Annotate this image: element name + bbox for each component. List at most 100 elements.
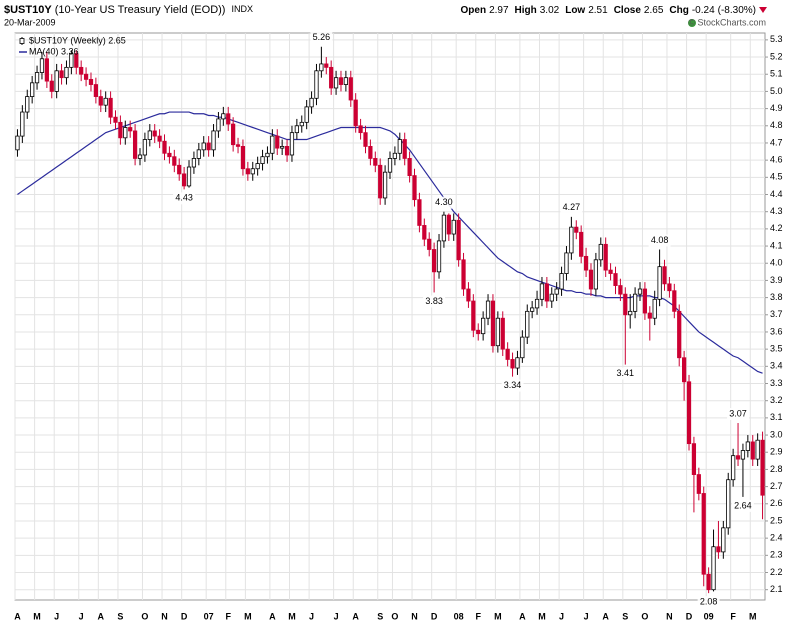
candle-body	[275, 135, 280, 149]
annotation: 4.08	[651, 235, 669, 245]
y-tick-label: 3.5	[770, 344, 783, 354]
candle-body	[142, 139, 148, 156]
candle-body	[716, 546, 721, 553]
quote: Open 2.97 High 3.02 Low 2.51 Close 2.65 Chg -0.24…	[461, 5, 757, 16]
x-tick-label: A	[519, 611, 526, 621]
candle-body	[505, 348, 510, 360]
candle-body	[265, 152, 270, 158]
annotation: 4.43	[175, 193, 193, 203]
x-tick-label: J	[54, 611, 59, 621]
x-tick-label: A	[352, 611, 359, 621]
candle-body	[289, 132, 295, 156]
candle-body	[186, 166, 192, 187]
x-tick-label: M	[244, 611, 252, 621]
candle-body	[103, 97, 108, 106]
candle-body	[34, 72, 40, 84]
candle-body	[525, 310, 530, 338]
annotation-box	[432, 196, 455, 209]
candle-body	[98, 96, 103, 106]
candle-body	[309, 97, 314, 108]
candle-body	[20, 111, 25, 137]
y-tick-label: 4.6	[770, 155, 783, 165]
candle-body	[387, 158, 393, 173]
annotation-box	[614, 367, 637, 380]
candle-body	[196, 149, 201, 159]
legend-swatch	[19, 38, 25, 44]
source: © StockCharts.com	[688, 17, 766, 27]
candle-body	[549, 293, 554, 302]
candle-body	[368, 145, 373, 159]
x-tick-label: J	[79, 611, 84, 621]
candle-body	[657, 266, 662, 300]
x-tick-label: S	[622, 611, 628, 621]
annotation-box	[648, 234, 671, 247]
candle-body	[422, 225, 427, 240]
candle-body	[711, 546, 716, 591]
quote-label: High	[515, 5, 537, 16]
y-tick-label: 2.3	[770, 550, 783, 560]
candle-body	[329, 66, 334, 89]
candle-body	[628, 310, 633, 316]
y-tick-label: 3.0	[770, 429, 783, 439]
x-tick-label: O	[391, 611, 398, 621]
annotation: 2.64	[734, 500, 752, 510]
candle-body	[397, 139, 402, 154]
down-arrow	[759, 7, 767, 13]
candle-body	[677, 310, 682, 359]
annotation-box	[173, 192, 196, 205]
candle-body	[216, 118, 221, 132]
y-tick-label: 2.7	[770, 481, 783, 491]
candle-body	[436, 240, 442, 273]
candle-body	[554, 288, 559, 295]
candle-body	[299, 121, 304, 127]
y-tick-label: 4.2	[770, 223, 783, 233]
candle-body	[270, 135, 275, 154]
x-tick-label: 09	[704, 611, 714, 621]
annotation: 3.41	[617, 368, 635, 378]
candle-body	[284, 145, 290, 156]
candle-body	[118, 121, 123, 139]
candle-body	[250, 168, 255, 175]
labels: 2.1 2.2 2.3 2.4 2.5 2.6 2.7 2.8 2.9 3.0 3.1 3.2 3.3 3…	[14, 34, 782, 621]
x-tick-label: J	[309, 611, 314, 621]
candle-body	[211, 130, 216, 151]
x-tick-label: A	[14, 611, 21, 621]
candle-body	[206, 142, 211, 151]
candle-body	[515, 357, 520, 369]
x-tick-label: J	[584, 611, 589, 621]
candle-body	[338, 77, 344, 85]
y-tick-label: 4.3	[770, 206, 783, 216]
candle-body	[333, 77, 339, 89]
candle-body	[128, 127, 133, 132]
x-tick-label: D	[181, 611, 188, 621]
x-tick-label: N	[666, 611, 673, 621]
candle-body	[427, 238, 432, 250]
candle-body	[152, 130, 157, 137]
y-tick-label: 5.3	[770, 34, 783, 44]
y-tick-label: 5.0	[770, 86, 783, 96]
y-tick-label: 3.1	[770, 412, 783, 422]
candle-body	[132, 130, 138, 159]
y-tick-label: 5.2	[770, 51, 783, 61]
quote-value: -0.24	[692, 5, 715, 16]
quote-value: 3.02	[540, 5, 560, 16]
candle-body	[177, 164, 182, 175]
candle-body	[113, 116, 118, 123]
annotation-box	[727, 408, 750, 421]
candle-body	[167, 152, 172, 158]
candle-body	[49, 80, 54, 92]
candle-body	[613, 273, 618, 286]
candle-body	[755, 439, 760, 460]
candle-body	[760, 439, 765, 496]
candle-body	[485, 300, 491, 319]
candle-body	[476, 329, 481, 335]
x-tick-label: N	[161, 611, 168, 621]
y-tick-label: 2.8	[770, 464, 783, 474]
candle-body	[574, 226, 579, 233]
candle-body	[603, 243, 608, 271]
candle-body	[461, 259, 466, 290]
x-tick-label: A	[269, 611, 276, 621]
y-tick-label: 4.9	[770, 103, 783, 113]
annotation: 4.30	[435, 197, 453, 207]
